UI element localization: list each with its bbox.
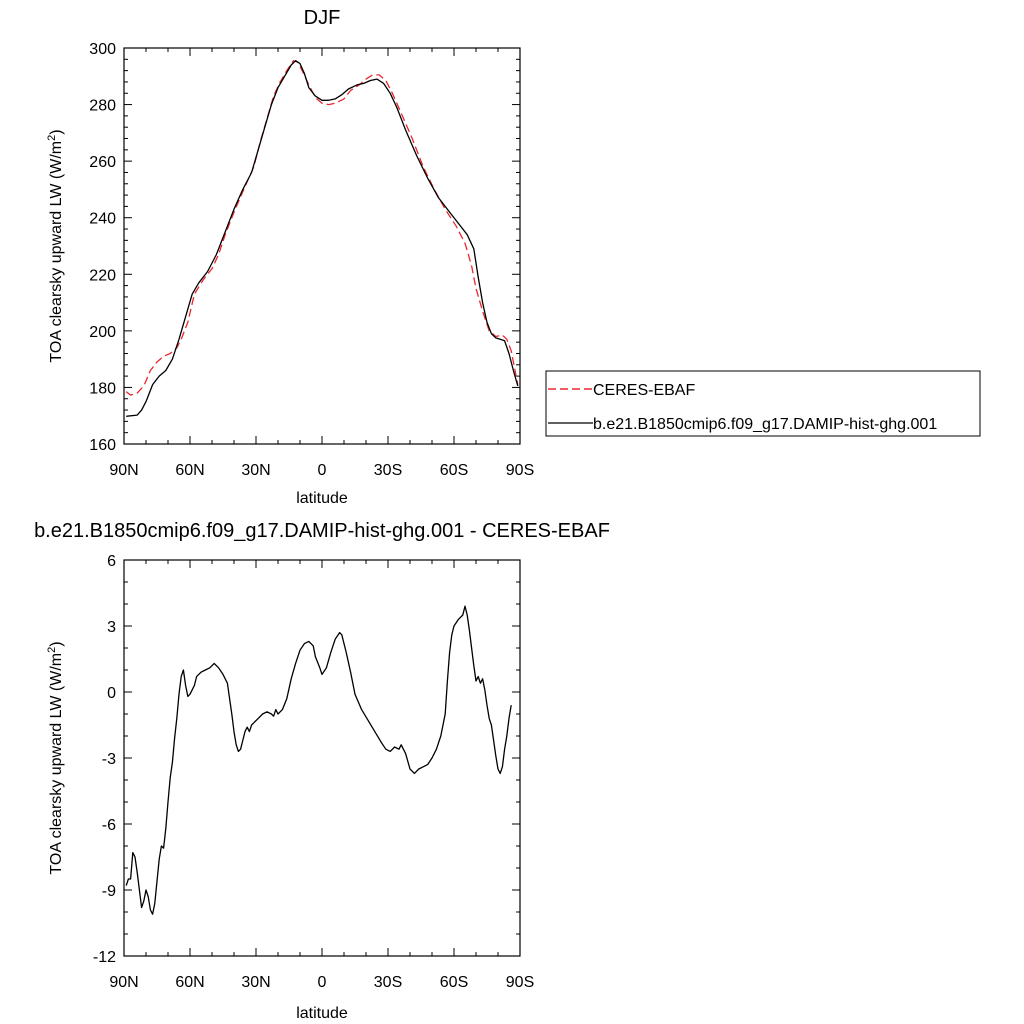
series-line-b-e21-b1850cmip6-f09-g17-damip-hist-ghg-001 <box>126 60 519 417</box>
series-line-difference <box>125 605 512 915</box>
plot-frame <box>123 47 521 445</box>
y-tick-label: 6 <box>107 553 116 570</box>
bottom-chart: b.e21.B1850cmip6.f09_g17.DAMIP-hist-ghg.… <box>34 520 610 1022</box>
y-tick-label: -9 <box>102 883 116 900</box>
x-tick-label: 90N <box>109 462 138 479</box>
y-ticks: 160 180 200 220 240 260 280 300 <box>89 41 520 454</box>
y-tick-label: 280 <box>89 98 116 115</box>
series-line-ceres-ebaf <box>125 60 519 396</box>
y-ticks: -12 -9 -6 -3 0 3 6 <box>93 553 520 966</box>
y-tick-label: 260 <box>89 154 116 171</box>
y-tick-label: -3 <box>102 751 116 768</box>
x-tick-label: 60S <box>440 974 468 991</box>
x-tick-label: 0 <box>318 462 327 479</box>
y-tick-label: 220 <box>89 267 116 284</box>
x-tick-label: 90S <box>506 462 534 479</box>
x-tick-label: 60N <box>175 462 204 479</box>
top-chart: DJF 160 180 200 220 240 260 280 300 90N 60N 30N 0 3… <box>46 7 534 507</box>
series-layer <box>125 605 512 915</box>
x-tick-label: 30S <box>374 462 402 479</box>
x-tick-label: 90N <box>109 974 138 991</box>
y-axis-label: TOA clearsky upward LW (W/m2) <box>46 129 65 362</box>
plot-frame <box>123 559 521 957</box>
y-tick-label: 180 <box>89 380 116 397</box>
x-tick-label: 30N <box>241 462 270 479</box>
chart-title: b.e21.B1850cmip6.f09_g17.DAMIP-hist-ghg.… <box>34 520 610 542</box>
series-layer <box>125 60 519 417</box>
y-axis-label: TOA clearsky upward LW (W/m2) <box>46 641 65 874</box>
x-ticks: 90N 60N 30N 0 30S 60S 90S <box>109 560 534 991</box>
x-ticks: 90N 60N 30N 0 30S 60S 90S <box>109 48 534 479</box>
x-tick-label: 90S <box>506 974 534 991</box>
legend-entry-model: b.e21.B1850cmip6.f09_g17.DAMIP-hist-ghg.… <box>593 416 937 433</box>
y-tick-label: 0 <box>107 685 116 702</box>
x-axis-label: latitude <box>296 1005 348 1022</box>
y-tick-label: 3 <box>107 619 116 636</box>
y-tick-label: -12 <box>93 949 116 966</box>
legend-box <box>545 370 981 437</box>
x-tick-label: 30N <box>241 974 270 991</box>
x-tick-label: 60N <box>175 974 204 991</box>
y-tick-label: 200 <box>89 324 116 341</box>
y-tick-label: 160 <box>89 437 116 454</box>
legend: CERES-EBAF b.e21.B1850cmip6.f09_g17.DAMI… <box>545 370 981 437</box>
x-tick-label: 30S <box>374 974 402 991</box>
legend-entry-ceres-ebaf: CERES-EBAF <box>593 382 695 399</box>
y-tick-label: 300 <box>89 41 116 58</box>
x-tick-label: 60S <box>440 462 468 479</box>
y-tick-label: 240 <box>89 211 116 228</box>
x-axis-label: latitude <box>296 490 348 507</box>
y-tick-label: -6 <box>102 817 116 834</box>
chart-title: DJF <box>304 7 341 29</box>
x-tick-label: 0 <box>318 974 327 991</box>
